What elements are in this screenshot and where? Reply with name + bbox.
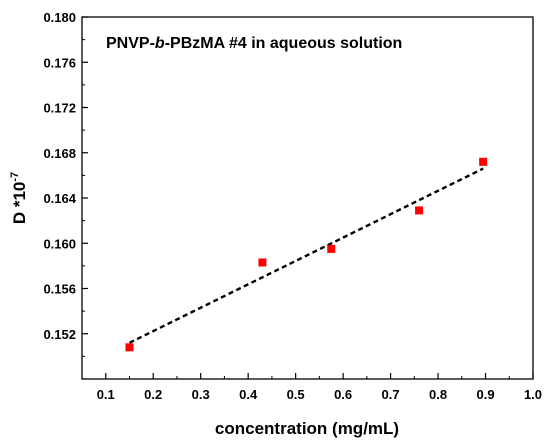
chart-title-part-2: b — [155, 35, 165, 52]
data-point — [125, 343, 134, 352]
y-axis-label-main: D *10 — [10, 182, 29, 225]
chart-title-part-1: PNVP- — [106, 35, 155, 52]
y-axis-ticks: 0.152 0.156 0.160 0.164 0.168 0.172 0.176 0.180 — [43, 10, 88, 357]
y-axis-label: D *10-7 — [9, 172, 29, 224]
x-tick-label: 0.4 — [239, 387, 258, 402]
x-axis-ticks: 0.1 0.2 0.3 0.4 0.5 0.6 0.7 0.8 0.9 1.0 — [81, 373, 542, 402]
data-point — [415, 206, 424, 215]
x-axis-label: concentration (mg/mL) — [215, 419, 399, 438]
x-tick-label: 0.3 — [192, 387, 210, 402]
fit-line — [128, 167, 484, 344]
y-tick-label: 0.172 — [43, 101, 76, 116]
data-point — [258, 258, 267, 267]
data-points — [125, 157, 488, 352]
x-tick-label: 1.0 — [524, 387, 542, 402]
x-tick-label: 0.1 — [97, 387, 115, 402]
chart-title: PNVP-b-PBzMA #4 in aqueous solution — [106, 35, 402, 52]
data-point — [327, 244, 336, 253]
y-axis-label-exponent: -7 — [9, 172, 21, 182]
y-tick-label: 0.180 — [43, 10, 76, 25]
data-point — [479, 157, 488, 166]
x-tick-label: 0.8 — [429, 387, 447, 402]
x-tick-label: 0.6 — [334, 387, 352, 402]
y-tick-label: 0.176 — [43, 55, 76, 70]
chart-title-part-3: -PBzMA #4 in aqueous solution — [165, 35, 403, 52]
y-tick-label: 0.152 — [43, 327, 76, 342]
x-tick-label: 0.2 — [144, 387, 162, 402]
plot-frame — [81, 16, 534, 380]
y-tick-label: 0.168 — [43, 146, 76, 161]
y-tick-label: 0.164 — [43, 191, 76, 206]
y-tick-label: 0.156 — [43, 282, 76, 297]
x-tick-label: 0.9 — [476, 387, 494, 402]
x-tick-label: 0.5 — [287, 387, 305, 402]
y-tick-label: 0.160 — [43, 236, 76, 251]
x-tick-label: 0.7 — [382, 387, 400, 402]
